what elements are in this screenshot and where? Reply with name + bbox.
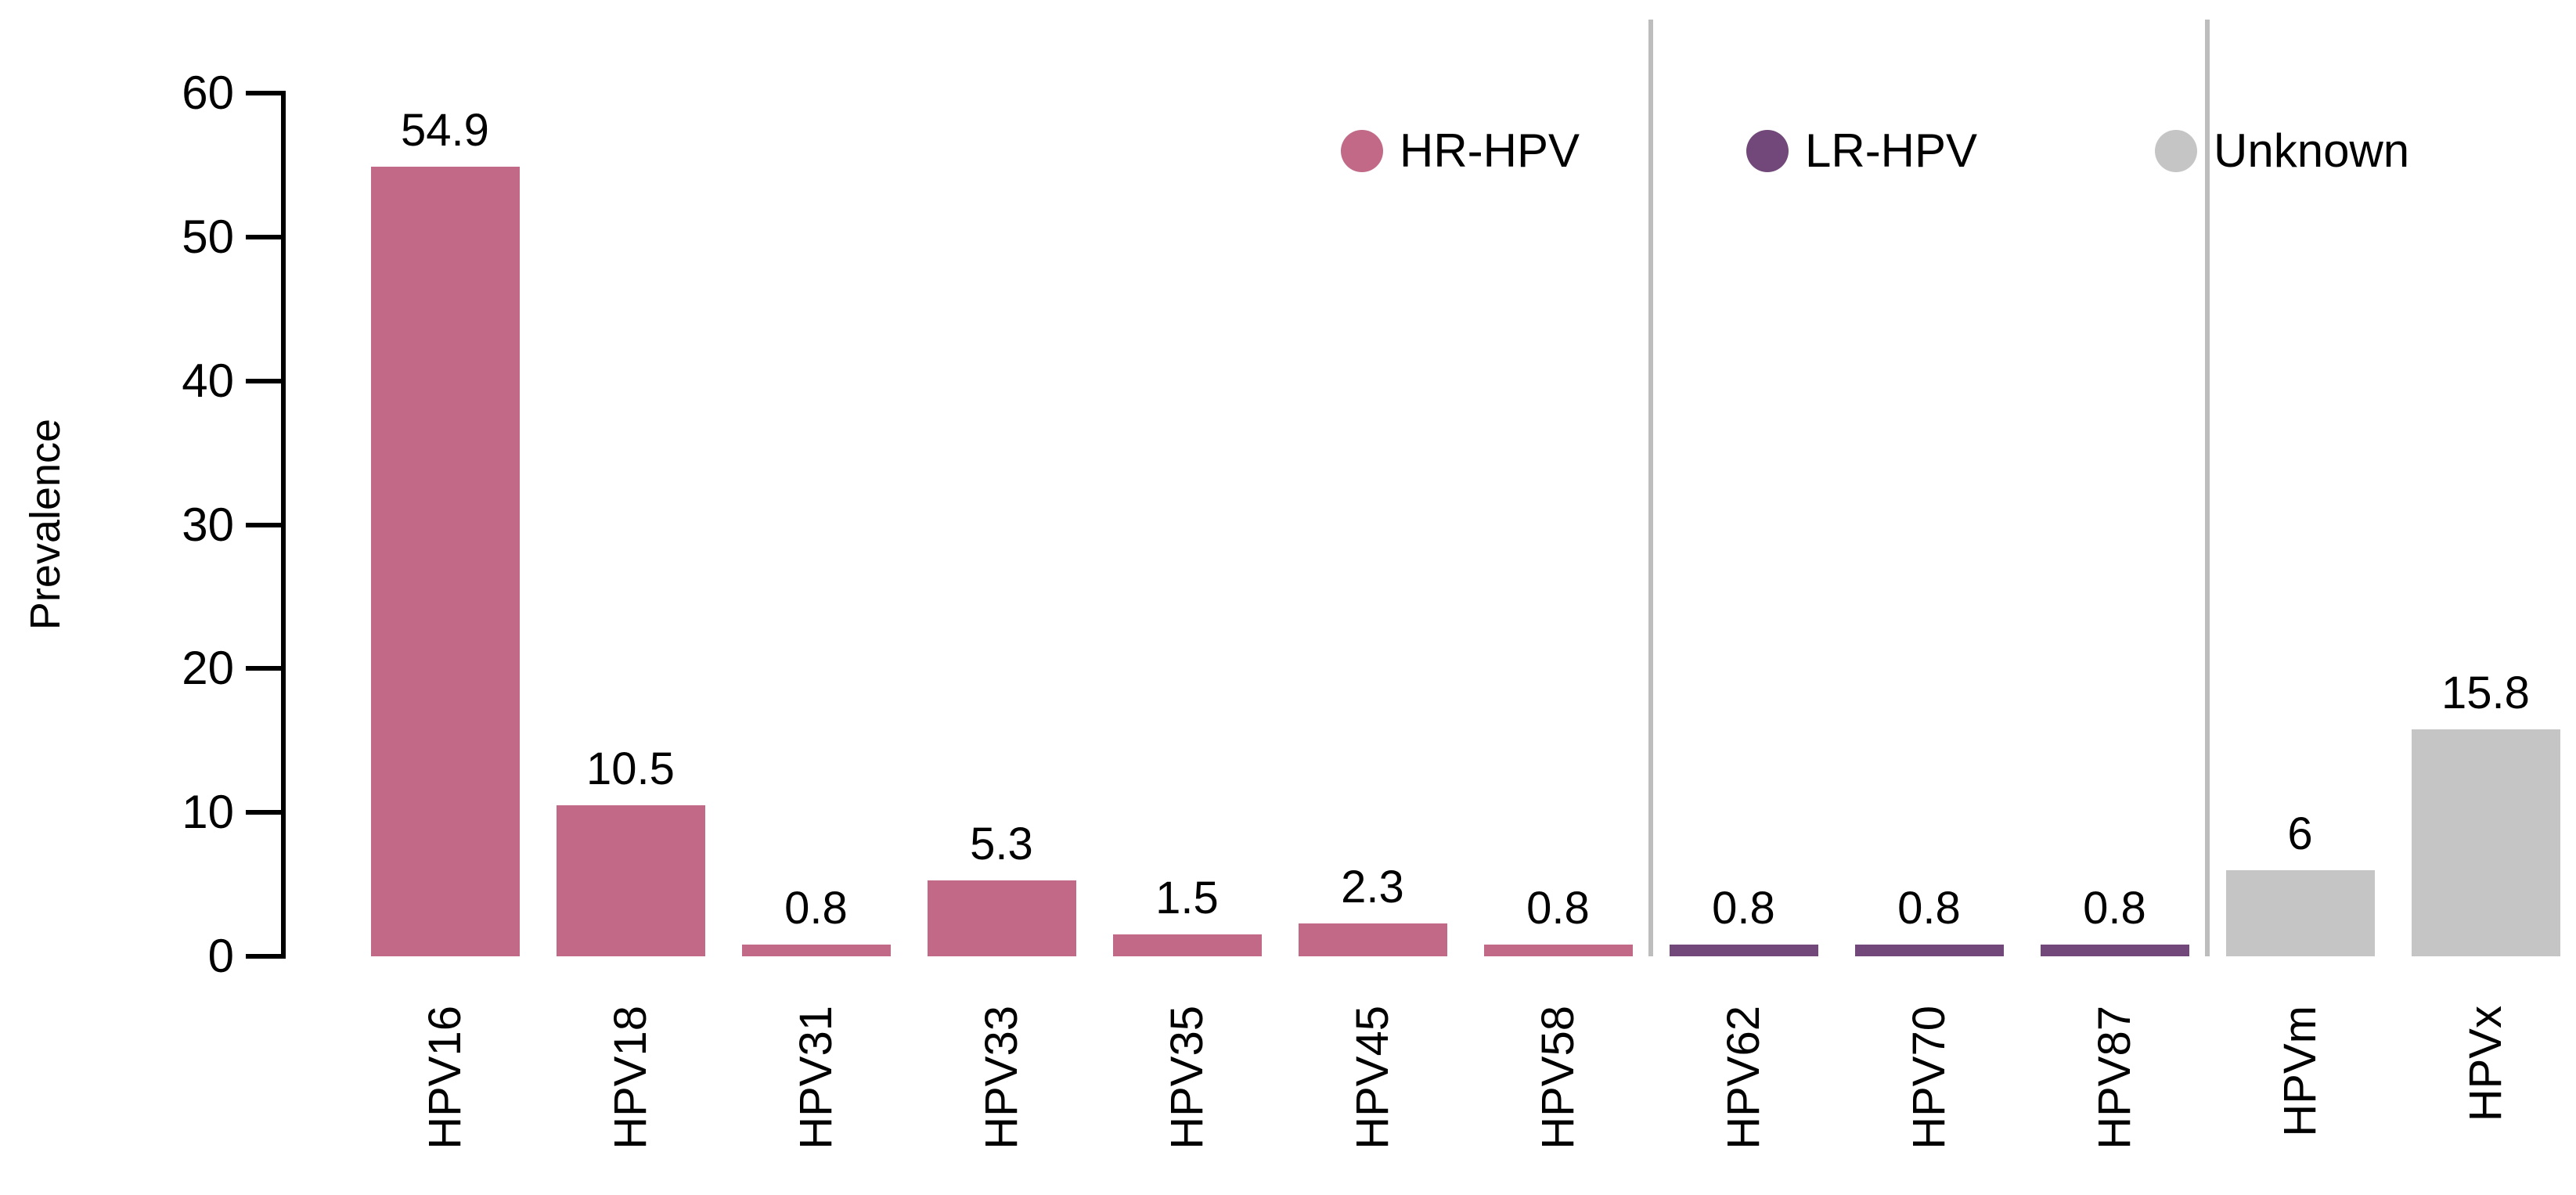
y-tick-mark xyxy=(246,378,281,383)
value-label-hpv16: 54.9 xyxy=(401,104,489,156)
y-tick-mark xyxy=(246,666,281,671)
x-tick-label-hpv18: HPV18 xyxy=(604,1006,656,1150)
legend-swatch-unknown xyxy=(2155,130,2197,172)
x-tick-label-hpv33: HPV33 xyxy=(975,1006,1027,1150)
y-tick-mark xyxy=(246,91,281,95)
bar-hpv45 xyxy=(1298,923,1447,956)
legend-label-unknown: Unknown xyxy=(2214,124,2410,177)
value-label-hpv58: 0.8 xyxy=(1526,883,1590,934)
legend-label-hr-hpv: HR-HPV xyxy=(1400,124,1580,177)
bar-hpv35 xyxy=(1112,934,1262,956)
group-separator xyxy=(2205,20,2210,956)
x-tick-label-hpv62: HPV62 xyxy=(1717,1006,1769,1150)
x-tick-label-hpv70: HPV70 xyxy=(1903,1006,1955,1150)
x-tick-label-hpvx: HPVx xyxy=(2459,1006,2511,1122)
y-tick-label: 20 xyxy=(182,642,234,695)
value-label-hpv87: 0.8 xyxy=(2083,883,2146,934)
y-tick-mark xyxy=(246,954,281,959)
legend-swatch-lr-hpv xyxy=(1746,130,1789,172)
bar-hpv33 xyxy=(927,880,1076,956)
value-label-hpv70: 0.8 xyxy=(1897,883,1961,934)
y-tick-mark xyxy=(246,522,281,527)
bar-hpvm xyxy=(2225,869,2375,956)
x-tick-label-hpv87: HPV87 xyxy=(2088,1006,2140,1150)
x-tick-label-hpv45: HPV45 xyxy=(1346,1006,1398,1150)
bar-hpv16 xyxy=(370,166,520,956)
legend-label-lr-hpv: LR-HPV xyxy=(1805,124,1978,177)
y-tick-mark xyxy=(246,810,281,815)
value-label-hpv31: 0.8 xyxy=(784,883,848,934)
value-label-hpv33: 5.3 xyxy=(970,818,1033,869)
x-tick-label-hpv16: HPV16 xyxy=(419,1006,470,1150)
bar-hpv31 xyxy=(741,945,891,956)
value-label-hpvx: 15.8 xyxy=(2441,667,2530,718)
bar-hpv70 xyxy=(1854,945,2004,956)
x-tick-label-hpv58: HPV58 xyxy=(1532,1006,1583,1150)
value-label-hpv62: 0.8 xyxy=(1712,883,1775,934)
y-axis-line xyxy=(281,91,286,959)
y-tick-label: 10 xyxy=(182,786,234,839)
y-tick-label: 0 xyxy=(207,930,234,982)
bar-hpv62 xyxy=(1669,945,1818,956)
y-tick-label: 50 xyxy=(182,210,234,263)
bar-hpv58 xyxy=(1483,945,1633,956)
bar-hpv87 xyxy=(2040,945,2189,956)
y-tick-label: 40 xyxy=(182,354,234,407)
group-separator xyxy=(1648,20,1653,956)
value-label-hpvm: 6 xyxy=(2287,808,2313,859)
x-tick-label-hpvm: HPVm xyxy=(2274,1006,2326,1137)
value-label-hpv45: 2.3 xyxy=(1341,861,1404,912)
bar-hpvx xyxy=(2411,729,2560,956)
x-tick-label-hpv31: HPV31 xyxy=(790,1006,841,1150)
y-tick-label: 60 xyxy=(182,67,234,119)
bar-hpv18 xyxy=(556,804,705,956)
value-label-hpv35: 1.5 xyxy=(1155,873,1219,924)
x-tick-label-hpv35: HPV35 xyxy=(1161,1006,1212,1150)
legend-swatch-hr-hpv xyxy=(1341,130,1383,172)
y-tick-label: 30 xyxy=(182,498,234,551)
value-label-hpv18: 10.5 xyxy=(586,743,675,794)
y-tick-mark xyxy=(246,234,281,239)
